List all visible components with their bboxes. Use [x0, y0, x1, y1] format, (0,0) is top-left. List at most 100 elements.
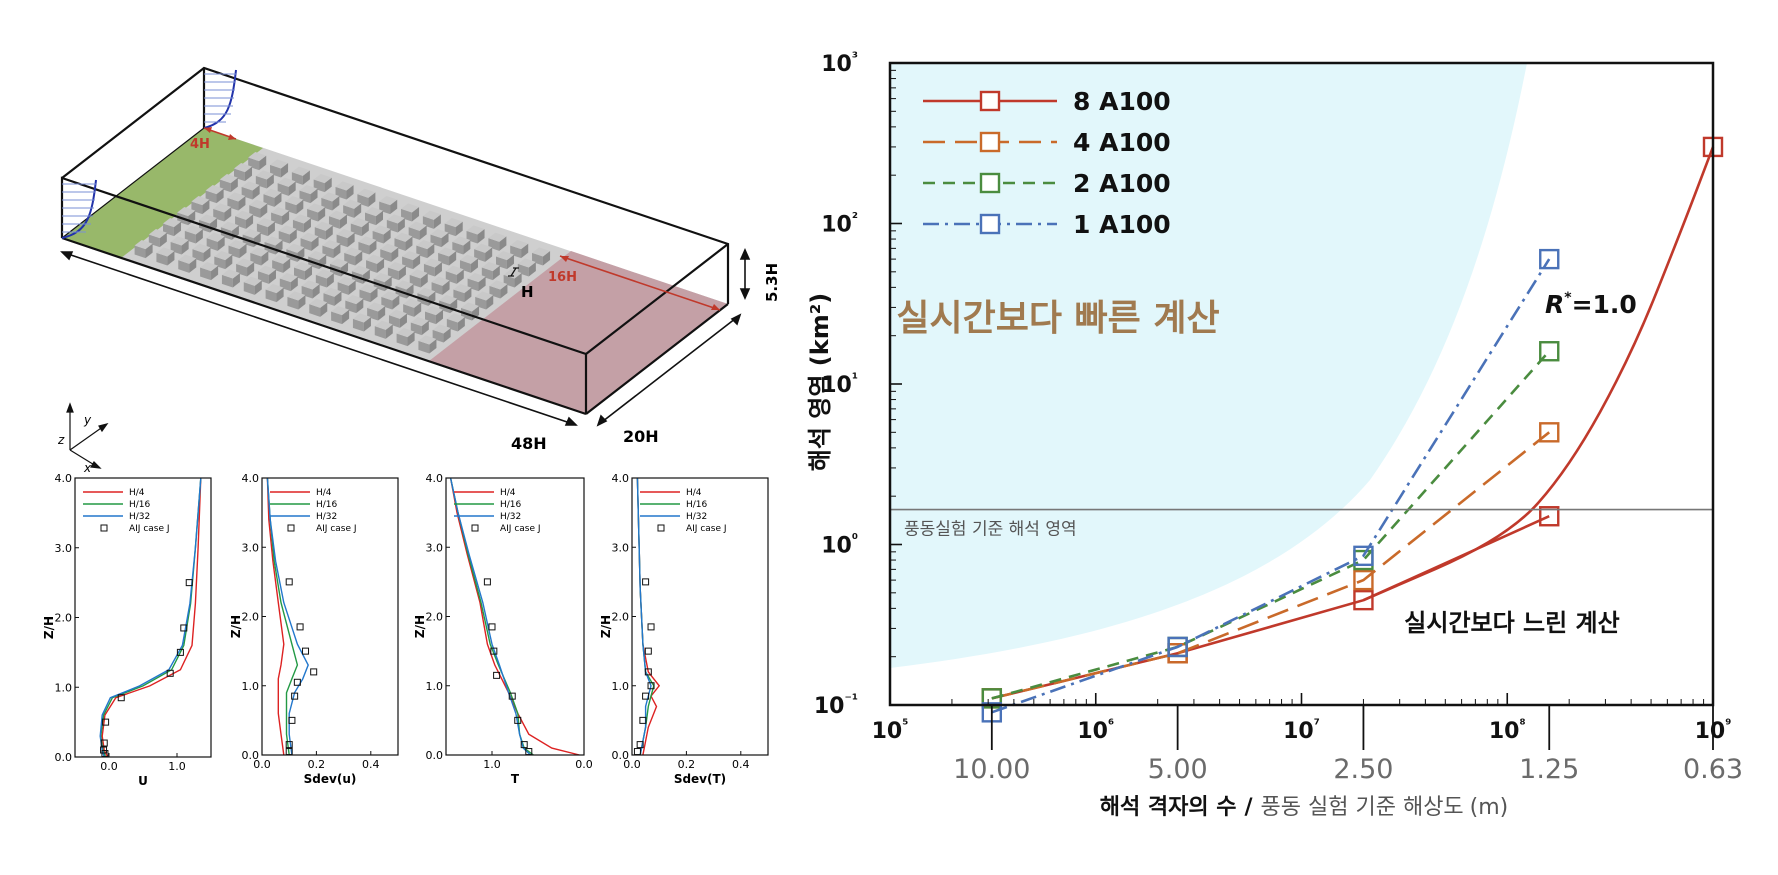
profile-xtick-label: 0.2 [678, 758, 696, 771]
dim-width-arrow [596, 313, 742, 427]
aij-point [310, 668, 318, 676]
profile-chart-4: 0.0 1.0 2.0 3.0 4.0 0.0 0.2 0.4 Sdev(T) Z/H H/4 H/1… [599, 472, 769, 786]
aij-point [176, 648, 184, 656]
profile-legend-label: H/4 [500, 488, 516, 498]
profile-xtick-label: 0.0 [253, 758, 271, 771]
resolution-label: 10.00 [953, 754, 1030, 785]
aij-point [100, 746, 108, 754]
profile-legend-label: H/32 [500, 512, 521, 522]
r-star-annotation: R*=1.0 [1545, 290, 1637, 319]
block [214, 251, 233, 270]
profile-ytick-label: 3.0 [612, 541, 630, 554]
domain-diagram: 4H 16H 48H 20H 5.3H H [57, 66, 781, 475]
aij-point [285, 578, 293, 586]
aij-point [647, 682, 655, 690]
main-series [981, 136, 1724, 723]
dim-16h-arrow [559, 255, 721, 311]
block [134, 240, 153, 259]
block [418, 335, 437, 354]
profile-chart-2: 0.0 1.0 2.0 3.0 4.0 0.0 0.2 0.4 Sdev(u) Z/H H/4 H/1… [229, 472, 399, 786]
legend-entry: 2 A100 [923, 169, 1171, 198]
profile-ytick-label: 2.0 [55, 612, 73, 625]
profile-xlabel: Sdev(u) [304, 772, 357, 786]
profile-ytick-label: 0.0 [55, 751, 73, 764]
block [374, 320, 393, 339]
profile-legend-label: H/4 [316, 488, 332, 498]
aij-point [102, 718, 110, 726]
profile-ylabel: Z/H [229, 615, 243, 638]
block [277, 177, 296, 196]
main-y-axis-label: 해석 영역 (km²) [806, 293, 834, 471]
profile-xlabel: T [511, 772, 520, 786]
aij-point [644, 668, 652, 676]
profile-ytick-label: 1.0 [612, 680, 630, 693]
block [178, 254, 197, 273]
block [408, 221, 427, 240]
aij-point [296, 623, 304, 631]
inflow-profile-back [203, 69, 237, 129]
reference-line-group: 풍동실험 기준 해석 영역 [890, 508, 1713, 540]
profile-xlabel: Sdev(T) [674, 772, 726, 786]
legend-label: 2 A100 [1073, 169, 1171, 198]
main-ytick-label: 10² [821, 211, 858, 238]
block [307, 203, 326, 222]
dim-4h-arrow [203, 127, 237, 140]
aij-point [633, 748, 641, 756]
block [352, 313, 371, 332]
dim-16h-label: 16H [548, 270, 577, 285]
profile-ytick-label: 2.0 [612, 611, 630, 624]
profile-charts: 0.0 1.0 2.0 3.0 4.0 0.0 1.0 U Z/H H/4 H/16 H/32 AIJ … [42, 472, 769, 788]
legend-label: 4 A100 [1073, 128, 1171, 157]
legend-entry: 1 A100 [923, 210, 1171, 239]
main-xtick-label: 10⁷ [1283, 717, 1320, 744]
profile-ytick-label: 4.0 [55, 472, 73, 485]
series-marker [1539, 422, 1560, 443]
profile-series-line [99, 477, 202, 758]
profile-chart-3: 0.0 1.0 2.0 3.0 4.0 1.0 0.0 T Z/H H/4 H/16 H/32 AIJ … [413, 472, 593, 786]
main-ytick-label: 10⁻¹ [814, 692, 858, 719]
profile-xtick-label: 1.0 [168, 760, 186, 773]
legend-label: 8 A100 [1073, 87, 1171, 116]
aij-point [642, 692, 650, 700]
aij-point [293, 678, 301, 686]
block [170, 236, 189, 255]
profile-xtick-label: 0.4 [362, 758, 380, 771]
block [396, 328, 415, 347]
main-ytick-label: 10¹ [821, 371, 858, 398]
profile-ylabel: Z/H [42, 616, 56, 639]
block [358, 236, 377, 255]
resolution-label: 2.50 [1333, 754, 1393, 785]
axis-x-label: x [83, 461, 92, 475]
profile-legend-label: H/16 [316, 500, 338, 510]
profile-legend-label: H/16 [500, 500, 522, 510]
block [257, 265, 276, 284]
profile-legend-label: H/16 [686, 500, 708, 510]
block [330, 258, 349, 277]
profile-series-line [266, 477, 285, 756]
block [236, 258, 255, 277]
profile-legend-label: AIJ case J [686, 524, 727, 534]
aij-point [185, 579, 193, 587]
aij-point [644, 647, 652, 655]
profile-ytick-label: 4.0 [612, 472, 630, 485]
profile-legend-label: AIJ case J [316, 524, 357, 534]
profile-series-line [266, 477, 299, 756]
faster-than-realtime-region [890, 63, 1527, 668]
dim-length-label: 48H [511, 434, 547, 453]
profile-legend-label: H/32 [129, 512, 150, 522]
legend-marker [979, 90, 1001, 112]
profile-legend-label: H/32 [686, 512, 707, 522]
dim-length-arrow [60, 251, 578, 426]
block [265, 284, 284, 303]
legend-marker [979, 131, 1001, 153]
aij-point [493, 671, 501, 679]
profile-xtick-label: 1.0 [483, 758, 501, 771]
series-line [991, 431, 1551, 700]
main-xtick-label: 10⁶ [1077, 717, 1114, 744]
profile-series-line [636, 477, 661, 756]
profile-series-line [101, 477, 202, 758]
block [156, 247, 175, 266]
aij-point [642, 578, 650, 586]
profile-ytick-label: 4.0 [242, 472, 260, 485]
main-xtick-label: 10⁹ [1695, 717, 1732, 744]
